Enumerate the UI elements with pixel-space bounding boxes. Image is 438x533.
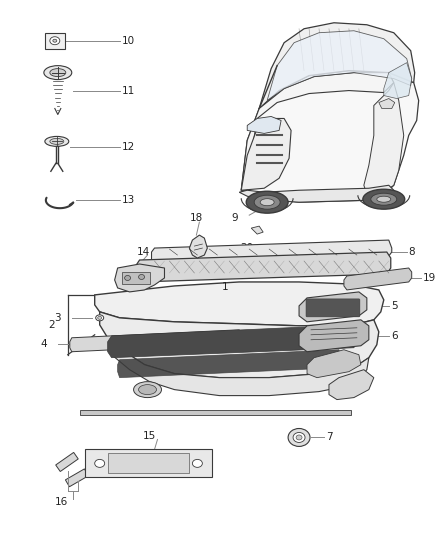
Text: 18: 18	[190, 213, 203, 223]
Ellipse shape	[377, 196, 391, 202]
Polygon shape	[267, 31, 412, 101]
Text: 2: 2	[49, 320, 55, 330]
Ellipse shape	[124, 276, 131, 280]
Bar	[80, 409, 351, 415]
Polygon shape	[118, 350, 341, 378]
Ellipse shape	[50, 69, 66, 77]
Text: 16: 16	[55, 497, 68, 507]
Text: 7: 7	[326, 432, 332, 442]
Text: 5: 5	[391, 301, 397, 311]
Bar	[45, 33, 65, 49]
Polygon shape	[152, 240, 392, 264]
Text: 1: 1	[222, 282, 229, 292]
Ellipse shape	[138, 274, 145, 279]
Text: 14: 14	[137, 247, 150, 257]
Polygon shape	[384, 63, 412, 99]
Ellipse shape	[95, 459, 105, 467]
Bar	[108, 454, 189, 473]
Polygon shape	[241, 72, 394, 190]
Ellipse shape	[363, 189, 405, 209]
Ellipse shape	[95, 315, 104, 321]
Ellipse shape	[288, 429, 310, 447]
Text: 13: 13	[122, 195, 135, 205]
Polygon shape	[307, 350, 361, 378]
Text: 20: 20	[240, 243, 254, 253]
Polygon shape	[247, 117, 281, 133]
Polygon shape	[241, 70, 419, 202]
Text: 8: 8	[409, 247, 415, 257]
Polygon shape	[105, 338, 369, 395]
Bar	[56, 453, 78, 472]
Polygon shape	[329, 370, 374, 400]
Text: 4: 4	[41, 339, 47, 349]
Polygon shape	[70, 330, 241, 352]
Ellipse shape	[371, 193, 397, 205]
Ellipse shape	[138, 385, 156, 394]
Polygon shape	[108, 325, 357, 358]
Polygon shape	[189, 235, 207, 258]
Ellipse shape	[134, 382, 162, 398]
Text: 3: 3	[54, 313, 61, 323]
Ellipse shape	[260, 199, 274, 206]
Ellipse shape	[254, 195, 280, 209]
Text: 12: 12	[122, 142, 135, 152]
Bar	[65, 469, 88, 487]
Polygon shape	[251, 226, 263, 234]
FancyBboxPatch shape	[306, 299, 360, 317]
Text: 19: 19	[423, 273, 436, 283]
Text: 10: 10	[122, 36, 135, 46]
Polygon shape	[379, 99, 395, 109]
Polygon shape	[344, 268, 412, 290]
Bar	[122, 272, 149, 284]
Ellipse shape	[296, 435, 302, 440]
Ellipse shape	[98, 317, 102, 319]
Ellipse shape	[50, 139, 64, 144]
Ellipse shape	[293, 432, 305, 442]
Ellipse shape	[246, 191, 288, 213]
Polygon shape	[239, 185, 394, 202]
Ellipse shape	[45, 136, 69, 147]
Text: 6: 6	[391, 331, 397, 341]
Ellipse shape	[44, 66, 72, 79]
Ellipse shape	[192, 459, 202, 467]
Polygon shape	[299, 292, 367, 322]
Polygon shape	[115, 264, 165, 292]
Polygon shape	[136, 252, 391, 282]
Polygon shape	[100, 312, 379, 378]
Ellipse shape	[50, 37, 60, 45]
Text: 9: 9	[231, 213, 237, 223]
Bar	[85, 449, 212, 478]
Ellipse shape	[53, 39, 57, 42]
Text: 15: 15	[143, 432, 156, 441]
Polygon shape	[299, 320, 369, 352]
Polygon shape	[364, 83, 404, 200]
Polygon shape	[241, 118, 291, 190]
Text: 11: 11	[122, 86, 135, 95]
Polygon shape	[259, 23, 415, 109]
Polygon shape	[95, 282, 384, 326]
